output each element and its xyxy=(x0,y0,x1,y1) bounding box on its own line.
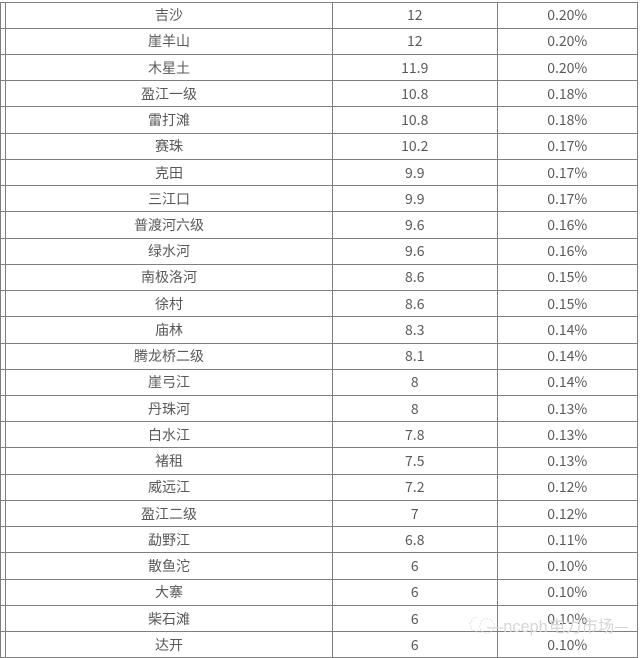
svg-text:—nceph: —nceph xyxy=(487,618,548,636)
svg-text:电力市场—: 电力市场— xyxy=(549,613,629,637)
